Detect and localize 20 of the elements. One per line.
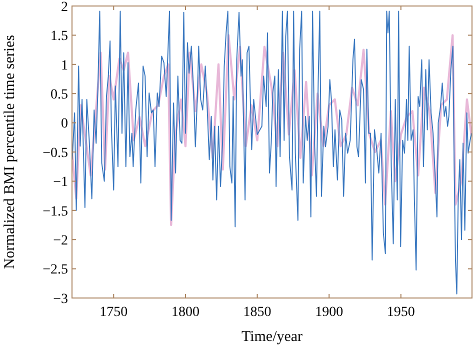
- y-tick-label: −1: [53, 175, 68, 190]
- y-tick-label: 2: [61, 0, 68, 15]
- y-axis-title: Normalized BMI percentile time series: [2, 34, 18, 270]
- x-tick-label: 1900: [315, 305, 344, 320]
- x-tick-label: 1800: [171, 305, 200, 320]
- x-axis-title: Time/year: [241, 329, 303, 345]
- x-tick-label: 1950: [386, 305, 415, 320]
- y-tick-label: 0: [61, 116, 68, 132]
- y-tick-label: 1.5: [50, 29, 68, 44]
- y-tick-label: −2: [53, 234, 68, 248]
- y-tick-label: −2.5: [42, 262, 68, 278]
- x-tick-label: 1750: [100, 305, 128, 320]
- y-tick-label: −1.5: [42, 204, 68, 220]
- x-tick-label: 1850: [243, 305, 272, 320]
- line-series: [72, 34, 472, 226]
- line-series: [72, 10, 472, 294]
- y-tick-label: −3: [53, 292, 68, 307]
- y-tick-label: 1: [61, 58, 68, 74]
- y-tick-label: −0.5: [42, 146, 68, 161]
- y-tick-label: 0.5: [50, 88, 68, 102]
